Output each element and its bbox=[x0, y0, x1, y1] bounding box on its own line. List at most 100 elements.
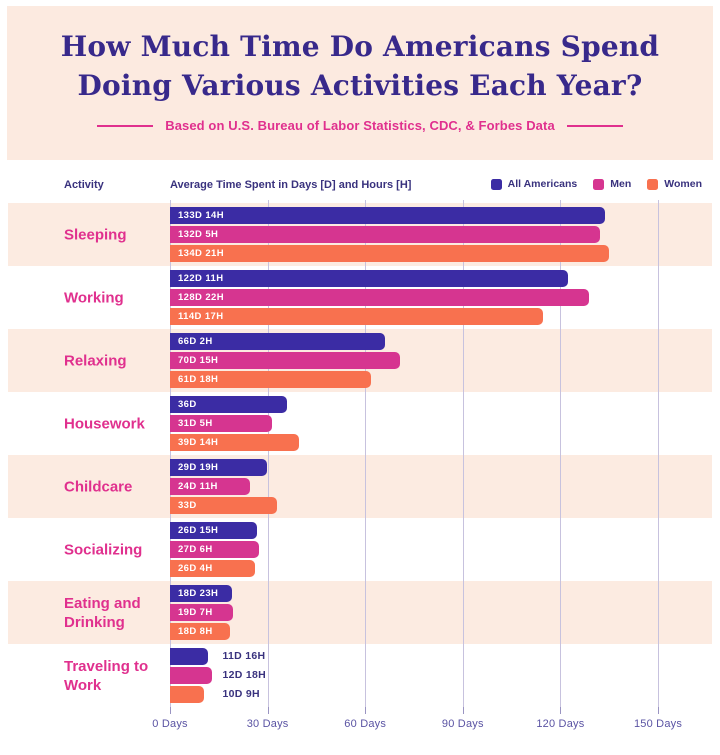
bar-wrap: 19D 7H bbox=[170, 604, 706, 621]
axis-tick bbox=[560, 707, 562, 714]
bar-value-label: 39D 14H bbox=[178, 437, 219, 448]
bar-group-socializing: 26D 15H 27D 6H 26D 4H bbox=[170, 522, 706, 579]
legend-swatch-men bbox=[593, 178, 605, 190]
row-housework: Housework 36D 31D 5H 39D 14H bbox=[8, 392, 712, 455]
axis-tick bbox=[658, 707, 659, 714]
bar-value-label: 66D 2H bbox=[178, 336, 213, 347]
bar-wrap: 61D 18H bbox=[170, 371, 706, 388]
bar-group-sleeping: 133D 14H 132D 5H 134D 21H bbox=[170, 207, 706, 264]
subtitle-rule-left bbox=[97, 124, 154, 127]
bar-group-housework: 36D 31D 5H 39D 14H bbox=[170, 396, 706, 453]
bar-wrap: 18D 23H bbox=[170, 585, 706, 602]
axis-tick-label: 0 Days bbox=[152, 718, 188, 730]
bar-wrap: 10D 9H bbox=[170, 686, 706, 703]
activity-label-childcare: Childcare bbox=[64, 478, 133, 495]
activity-label-socializing: Socializing bbox=[64, 541, 143, 558]
row-childcare: Childcare 29D 19H 24D 11H 33D bbox=[8, 455, 712, 518]
bar-childcare-all-americans: 29D 19H bbox=[170, 459, 267, 476]
bar-value-label: 36D bbox=[178, 399, 197, 410]
bar-childcare-women: 33D bbox=[170, 497, 278, 514]
legend-item-all-americans: All Americans bbox=[490, 178, 578, 190]
legend-label: All Americans bbox=[507, 178, 578, 190]
bar-wrap: 36D bbox=[170, 396, 706, 413]
bar-traveling-to-work-men bbox=[170, 667, 212, 684]
axis-tick bbox=[170, 707, 171, 714]
bar-wrap: 133D 14H bbox=[170, 207, 706, 224]
legend-swatch-all-americans bbox=[490, 178, 502, 190]
bar-group-traveling-to-work: 11D 16H 12D 18H 10D 9H bbox=[170, 648, 706, 705]
chart-rows: Sleeping 133D 14H 132D 5H 134D 21H Working 12… bbox=[8, 203, 712, 707]
bar-value-label: 128D 22H bbox=[178, 292, 224, 303]
bar-housework-all-americans: 36D bbox=[170, 396, 288, 413]
activity-label-housework: Housework bbox=[64, 415, 145, 432]
bar-value-label: 24D 11H bbox=[178, 481, 218, 492]
bar-value-label: 114D 17H bbox=[178, 311, 224, 322]
axis-tick-label: 150 Days bbox=[633, 718, 683, 730]
bar-sleeping-women: 134D 21H bbox=[170, 245, 609, 262]
bar-traveling-to-work-all-americans bbox=[170, 648, 208, 665]
bar-eating-and-drinking-women: 18D 8H bbox=[170, 623, 230, 640]
row-sleeping: Sleeping 133D 14H 132D 5H 134D 21H bbox=[8, 203, 712, 266]
title-line-1: How Much Time Do Americans Spend bbox=[60, 30, 660, 63]
legend-swatch-women bbox=[647, 178, 659, 190]
header: How Much Time Do Americans Spend Doing V… bbox=[7, 6, 713, 160]
row-working: Working 122D 11H 128D 22H 114D 17H bbox=[8, 266, 712, 329]
subtitle: Based on U.S. Bureau of Labor Statistics… bbox=[165, 118, 555, 133]
row-eating-and-drinking: Eating and Drinking 18D 23H 19D 7H 18D 8H bbox=[8, 581, 712, 644]
bar-wrap: 122D 11H bbox=[170, 270, 706, 287]
bar-wrap: 33D bbox=[170, 497, 706, 514]
bar-traveling-to-work-women bbox=[170, 686, 204, 703]
x-axis: 0 Days 30 Days 60 Days 90 Days 120 Days 150 D… bbox=[8, 707, 712, 739]
row-relaxing: Relaxing 66D 2H 70D 15H 61D 18H bbox=[8, 329, 712, 392]
activity-label-sleeping: Sleeping bbox=[64, 226, 127, 243]
bar-group-working: 122D 11H 128D 22H 114D 17H bbox=[170, 270, 706, 327]
bar-eating-and-drinking-men: 19D 7H bbox=[170, 604, 233, 621]
bar-relaxing-all-americans: 66D 2H bbox=[170, 333, 385, 350]
bar-socializing-men: 27D 6H bbox=[170, 541, 259, 558]
subtitle-rule-right bbox=[566, 124, 623, 127]
bar-wrap: 31D 5H bbox=[170, 415, 706, 432]
bar-value-label: 122D 11H bbox=[178, 273, 224, 284]
bar-value-label: 12D 18H bbox=[222, 669, 267, 681]
bar-group-childcare: 29D 19H 24D 11H 33D bbox=[170, 459, 706, 516]
bar-childcare-men: 24D 11H bbox=[170, 478, 250, 495]
axis-title: Average Time Spent in Days [D] and Hours… bbox=[170, 179, 412, 191]
bar-value-label: 26D 4H bbox=[178, 563, 213, 574]
legend-label: Women bbox=[664, 178, 702, 190]
bar-wrap: 128D 22H bbox=[170, 289, 706, 306]
activity-label-working: Working bbox=[64, 289, 124, 306]
page-title: How Much Time Do Americans Spend Doing V… bbox=[7, 27, 713, 105]
legend-item-men: Men bbox=[593, 178, 631, 190]
bar-relaxing-men: 70D 15H bbox=[170, 352, 400, 369]
chart-header: Activity Average Time Spent in Days [D] … bbox=[8, 177, 712, 195]
bar-wrap: 26D 4H bbox=[170, 560, 706, 577]
bar-wrap: 132D 5H bbox=[170, 226, 706, 243]
bar-value-label: 134D 21H bbox=[178, 248, 224, 259]
axis-tick bbox=[462, 707, 464, 714]
legend-label: Men bbox=[610, 178, 632, 190]
bar-value-label: 19D 7H bbox=[178, 607, 213, 618]
axis-tick-label: 90 Days bbox=[441, 718, 484, 730]
bar-value-label: 27D 6H bbox=[178, 544, 213, 555]
activity-label-relaxing: Relaxing bbox=[64, 352, 127, 369]
bar-wrap: 27D 6H bbox=[170, 541, 706, 558]
activity-label-eating-and-drinking: Eating and Drinking bbox=[64, 594, 141, 631]
activity-column-label: Activity bbox=[64, 179, 104, 191]
row-socializing: Socializing 26D 15H 27D 6H 26D 4H bbox=[8, 518, 712, 581]
bar-value-label: 132D 5H bbox=[178, 229, 219, 240]
bar-value-label: 18D 23H bbox=[178, 588, 219, 599]
bar-value-label: 61D 18H bbox=[178, 374, 219, 385]
axis-tick bbox=[267, 707, 269, 714]
bar-working-women: 114D 17H bbox=[170, 308, 544, 325]
bar-wrap: 26D 15H bbox=[170, 522, 706, 539]
bar-wrap: 114D 17H bbox=[170, 308, 706, 325]
legend-item-women: Women bbox=[647, 178, 702, 190]
bar-value-label: 31D 5H bbox=[178, 418, 213, 429]
axis-tick bbox=[365, 707, 367, 714]
bar-wrap: 70D 15H bbox=[170, 352, 706, 369]
bar-eating-and-drinking-all-americans: 18D 23H bbox=[170, 585, 232, 602]
bar-value-label: 133D 14H bbox=[178, 210, 224, 221]
bar-wrap: 11D 16H bbox=[170, 648, 706, 665]
bar-value-label: 11D 16H bbox=[222, 650, 266, 662]
